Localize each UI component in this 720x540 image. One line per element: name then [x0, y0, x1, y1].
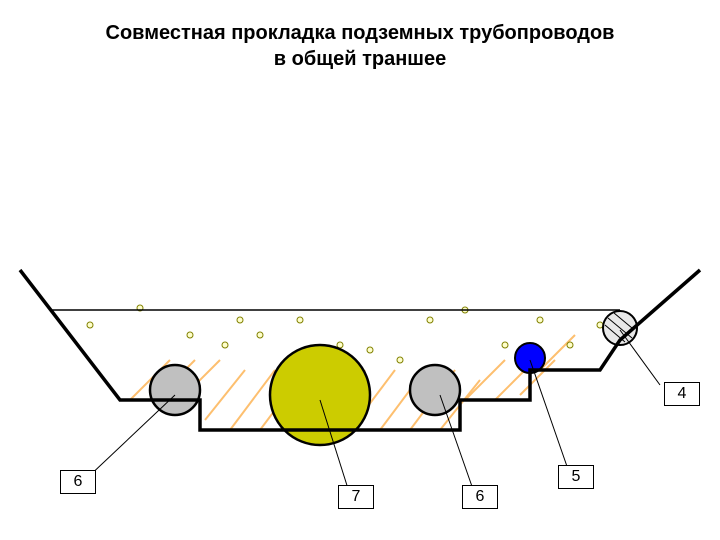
label-5: 5 [558, 465, 594, 489]
label-6-right: 6 [462, 485, 498, 509]
label-6-left: 6 [60, 470, 96, 494]
trench-diagram [0, 0, 720, 540]
label-7: 7 [338, 485, 374, 509]
label-4: 4 [664, 382, 700, 406]
